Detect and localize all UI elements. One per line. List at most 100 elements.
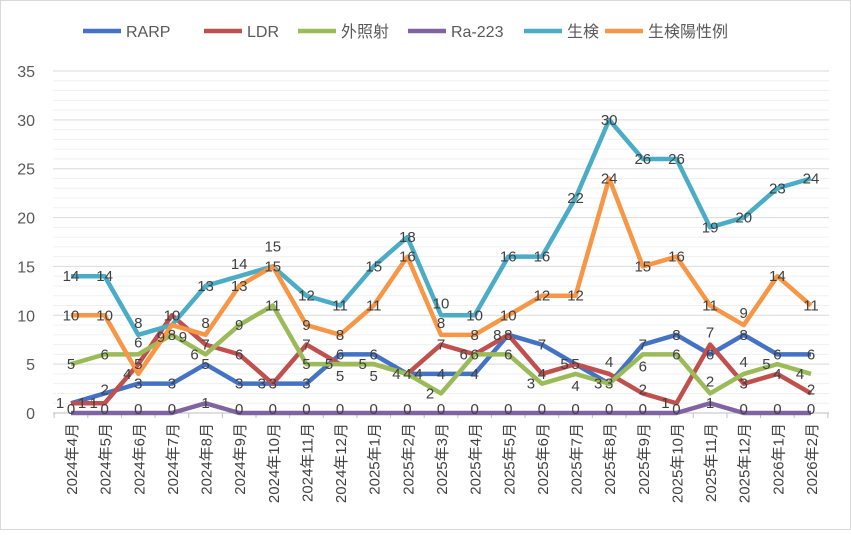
- data-label: 7: [538, 337, 546, 354]
- data-label: 8: [437, 315, 445, 332]
- data-label: 0: [168, 401, 176, 418]
- data-label: 10: [96, 307, 113, 324]
- data-label: 2: [100, 381, 108, 398]
- data-label: 4: [437, 366, 445, 383]
- data-label: 4: [403, 366, 411, 383]
- data-label: 3: [302, 376, 310, 393]
- x-tick-label: 2024年11月: [299, 423, 316, 502]
- data-label: 10: [63, 307, 80, 324]
- data-label: 0: [403, 401, 411, 418]
- x-tick-label: 2024年6月: [131, 423, 148, 495]
- x-tick-label: 2025年2月: [400, 423, 417, 495]
- data-label: 11: [265, 298, 281, 315]
- y-tick-label: 35: [17, 64, 35, 81]
- data-label: 7: [706, 325, 714, 342]
- x-tick-label: 2024年9月: [232, 423, 249, 495]
- data-label: 15: [634, 258, 651, 275]
- data-label: 0: [740, 401, 748, 418]
- data-label: 4: [392, 366, 400, 383]
- data-label: 3: [527, 376, 535, 393]
- data-label: 4: [123, 366, 131, 383]
- data-label: 16: [534, 249, 551, 266]
- data-label: 0: [100, 401, 108, 418]
- x-tick-label: 2024年4月: [64, 423, 81, 495]
- data-label: 24: [601, 170, 618, 187]
- y-tick-label: 0: [26, 406, 35, 423]
- data-label: 8: [493, 327, 501, 344]
- data-label: 3: [258, 376, 266, 393]
- data-label: 2: [639, 381, 647, 398]
- data-label: 0: [235, 401, 243, 418]
- data-label: 6: [336, 346, 344, 363]
- data-label: 10: [433, 295, 450, 312]
- data-label: 0: [336, 401, 344, 418]
- data-label: 5: [571, 356, 579, 373]
- x-tick-label: 2025年3月: [434, 423, 451, 495]
- data-label: 4: [470, 366, 478, 383]
- data-label: 3: [235, 376, 243, 393]
- data-label: 8: [504, 327, 512, 344]
- data-label: 11: [803, 298, 819, 315]
- series-line-生検: [71, 117, 812, 338]
- legend-label: RARP: [126, 24, 170, 41]
- data-label: 0: [773, 401, 781, 418]
- data-label: 8: [168, 327, 176, 344]
- data-label: 3: [168, 376, 176, 393]
- data-label: 23: [769, 180, 786, 197]
- x-tick-label: 2024年5月: [98, 423, 115, 495]
- data-label: 10: [500, 307, 517, 324]
- series-line-RARP: [70, 332, 811, 406]
- data-label: 0: [302, 401, 310, 418]
- data-label: 0: [67, 401, 75, 418]
- x-tick-label: 2025年9月: [636, 423, 653, 495]
- data-label: 26: [634, 151, 651, 168]
- data-label: 16: [668, 249, 685, 266]
- data-label: 3: [594, 376, 602, 393]
- x-tick-label: 2025年4月: [468, 423, 485, 495]
- data-label: 12: [567, 288, 584, 305]
- data-label: 10: [466, 307, 483, 324]
- data-label: 3: [605, 376, 613, 393]
- data-label: 0: [538, 401, 546, 418]
- data-label: 24: [803, 170, 820, 187]
- data-label: 8: [201, 315, 209, 332]
- data-label: 9: [302, 317, 310, 334]
- data-label: 5: [359, 356, 367, 373]
- data-label: 0: [672, 401, 680, 418]
- data-label: 8: [672, 327, 680, 344]
- legend-label: LDR: [247, 24, 279, 41]
- data-label: 0: [504, 401, 512, 418]
- data-label: 5: [201, 356, 209, 373]
- x-tick-label: 2025年5月: [501, 423, 518, 495]
- data-label: 6: [370, 346, 378, 363]
- data-label: 22: [567, 190, 584, 207]
- data-label: 6: [639, 358, 647, 375]
- data-label: 4: [414, 366, 422, 383]
- data-label: 6: [672, 346, 680, 363]
- data-label: 4: [796, 366, 804, 383]
- data-label: 4: [571, 378, 579, 395]
- x-tick-label: 2024年8月: [199, 423, 216, 495]
- x-tick-label: 2025年12月: [737, 423, 754, 503]
- data-label: 12: [298, 288, 315, 305]
- data-label: 2: [426, 385, 434, 402]
- data-label: 12: [534, 288, 551, 305]
- data-label: 30: [601, 112, 618, 129]
- data-label: 1: [661, 395, 669, 412]
- data-label: 10: [164, 307, 181, 324]
- data-label: 5: [325, 356, 333, 373]
- legend-label: Ra-223: [451, 24, 504, 41]
- data-label: 6: [807, 346, 815, 363]
- series-line-LDR: [71, 313, 813, 406]
- data-label: 5: [370, 368, 378, 385]
- x-tick-label: 2024年12月: [333, 423, 350, 503]
- data-label: 5: [762, 356, 770, 373]
- data-label: 4: [773, 366, 781, 383]
- y-tick-label: 5: [26, 357, 35, 374]
- data-label: 15: [264, 238, 281, 255]
- data-label: 6: [235, 346, 243, 363]
- x-tick-label: 2025年6月: [535, 423, 552, 495]
- data-label: 7: [302, 337, 310, 354]
